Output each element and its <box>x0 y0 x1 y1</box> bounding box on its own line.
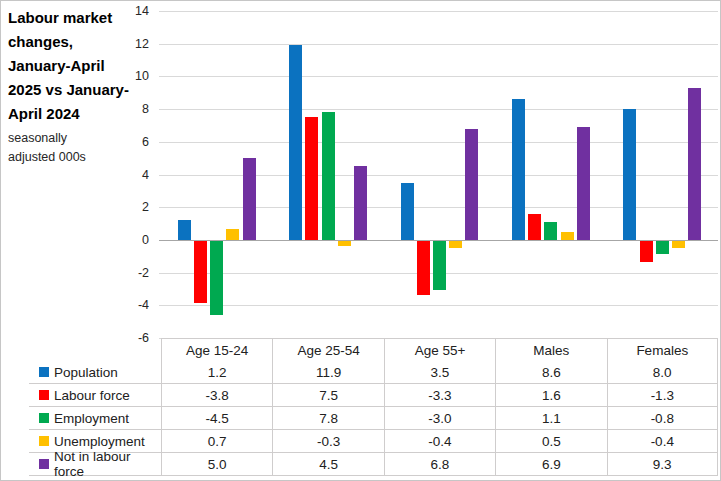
table-value-cell: 7.5 <box>272 384 383 407</box>
table-value-cell: -0.4 <box>384 430 495 453</box>
bar-population <box>623 109 636 240</box>
table-value-cell: 6.9 <box>495 453 606 476</box>
bar-population <box>512 99 525 240</box>
table-value-cell: 8.6 <box>495 361 606 384</box>
legend-row-label: Employment <box>29 407 161 430</box>
legend-swatch <box>39 459 49 469</box>
table-value-cell: 1.2 <box>161 361 272 384</box>
bar-unemployment <box>338 241 351 246</box>
legend-swatch <box>39 413 49 423</box>
bar-labour-force <box>417 241 430 295</box>
table-value-cell: 1.1 <box>495 407 606 430</box>
table-value-cell: 0.7 <box>161 430 272 453</box>
bar-not-in-labour-force <box>577 127 590 240</box>
table-value-cell: -0.8 <box>607 407 718 430</box>
legend-row-label: Not in labour force <box>29 453 161 476</box>
bar-employment <box>544 222 557 240</box>
bar-unemployment <box>226 229 239 240</box>
bar-not-in-labour-force <box>688 88 701 240</box>
table-value-cell: 7.8 <box>272 407 383 430</box>
table-value-cell: 0.5 <box>495 430 606 453</box>
y-tick-label: 4 <box>1 167 149 183</box>
y-tick-label: 8 <box>1 101 149 117</box>
bar-labour-force <box>528 214 541 240</box>
legend-label: Not in labour force <box>54 449 161 479</box>
bar-population <box>401 183 414 240</box>
bar-unemployment <box>561 232 574 240</box>
y-tick-label: 12 <box>1 36 149 52</box>
legend-swatch <box>39 390 49 400</box>
table-value-cell: 1.6 <box>495 384 606 407</box>
y-tick-label: -2 <box>1 265 149 281</box>
table-value-cell: 11.9 <box>272 361 383 384</box>
legend-label: Population <box>54 365 118 380</box>
y-tick-label: 6 <box>1 134 149 150</box>
table-header-cell: Age 55+ <box>384 338 495 361</box>
y-tick-label: -4 <box>1 297 149 313</box>
bar-not-in-labour-force <box>465 129 478 240</box>
table-value-cell: 8.0 <box>607 361 718 384</box>
bar-not-in-labour-force <box>354 166 367 240</box>
table-value-cell: 4.5 <box>272 453 383 476</box>
bar-unemployment <box>672 241 685 248</box>
legend-label: Employment <box>54 411 129 426</box>
table-corner-cell <box>29 338 161 361</box>
bar-labour-force <box>305 117 318 240</box>
legend-label: Unemployment <box>54 434 145 449</box>
y-tick-label: 10 <box>1 68 149 84</box>
bar-employment <box>656 241 669 254</box>
gridline <box>159 44 718 45</box>
gridline <box>159 11 718 12</box>
legend-row-label: Population <box>29 361 161 384</box>
bar-employment <box>210 241 223 315</box>
legend-row-label: Labour force <box>29 384 161 407</box>
bar-unemployment <box>449 241 462 248</box>
y-tick-label: 0 <box>1 232 149 248</box>
bar-labour-force <box>194 241 207 303</box>
plot-area <box>159 1 718 346</box>
bar-employment <box>433 241 446 290</box>
gridline <box>159 305 718 306</box>
data-table: Age 15-24Age 25-54Age 55+MalesFemales Pop… <box>29 338 718 476</box>
legend-label: Labour force <box>54 388 130 403</box>
table-header-cell: Age 15-24 <box>161 338 272 361</box>
table-value-cell: -0.4 <box>607 430 718 453</box>
y-tick-label: 2 <box>1 199 149 215</box>
table-value-cell: -0.3 <box>272 430 383 453</box>
table-header-cell: Females <box>607 338 718 361</box>
table-header-cell: Males <box>495 338 606 361</box>
legend-swatch <box>39 436 49 446</box>
y-tick-label: 14 <box>1 3 149 19</box>
chart-canvas: Labour market changes, January-April 202… <box>0 0 721 481</box>
bar-labour-force <box>640 241 653 262</box>
bar-population <box>178 220 191 240</box>
table-value-cell: -3.8 <box>161 384 272 407</box>
table-value-cell: -1.3 <box>607 384 718 407</box>
gridline <box>159 76 718 77</box>
table-value-cell: -4.5 <box>161 407 272 430</box>
bar-employment <box>322 112 335 240</box>
table-value-cell: 5.0 <box>161 453 272 476</box>
y-axis: 14121086420-2-4-6 <box>1 1 149 346</box>
table-value-cell: 9.3 <box>607 453 718 476</box>
bar-population <box>289 45 302 240</box>
table-value-cell: -3.0 <box>384 407 495 430</box>
legend-swatch <box>39 367 49 377</box>
table-header-cell: Age 25-54 <box>272 338 383 361</box>
table-value-cell: 6.8 <box>384 453 495 476</box>
table-value-cell: 3.5 <box>384 361 495 384</box>
bar-not-in-labour-force <box>243 158 256 240</box>
table-value-cell: -3.3 <box>384 384 495 407</box>
